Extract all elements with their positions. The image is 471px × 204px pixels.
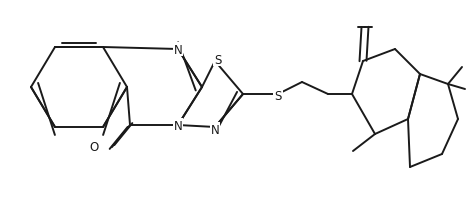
Text: S: S [214, 53, 222, 66]
Text: N: N [211, 123, 219, 136]
Text: N: N [174, 119, 182, 132]
Text: O: O [89, 141, 98, 154]
Text: N: N [174, 43, 182, 56]
Text: S: S [274, 90, 282, 103]
